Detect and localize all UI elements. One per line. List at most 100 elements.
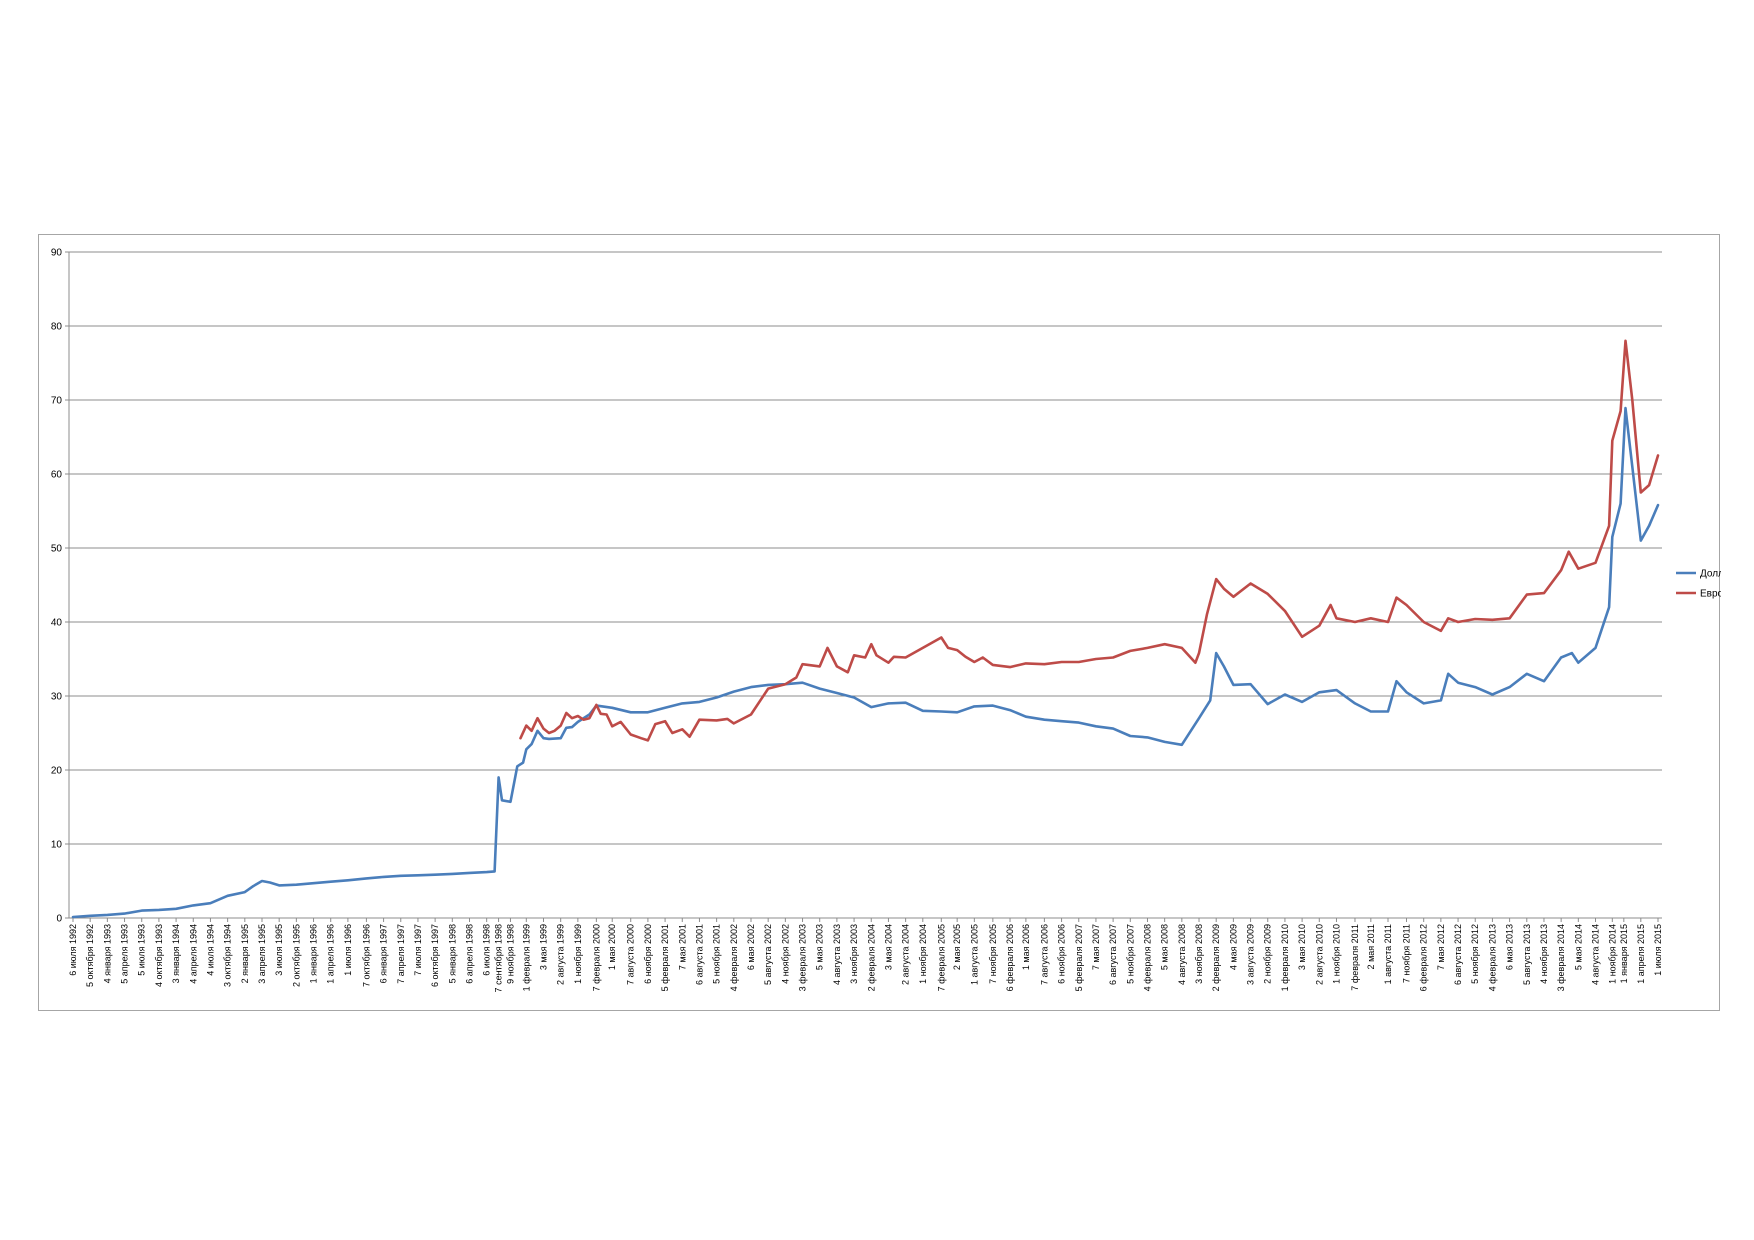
y-axis-ticks: 0 10 20 30 40 50 60 70 80 90 — [51, 248, 63, 925]
x-tick-label: 4 октября 1993 — [154, 924, 164, 987]
x-tick-label: 1 апреля 2015 — [1636, 924, 1646, 984]
x-tick-label: 3 февраля 2014 — [1556, 924, 1566, 991]
x-tick-label: 5 февраля 2001 — [660, 924, 670, 991]
x-tick-label: 3 апреля 1995 — [257, 924, 267, 984]
y-tick-label: 30 — [51, 692, 63, 703]
x-tick-label: 1 мая 2006 — [1021, 924, 1031, 970]
x-tick-label: 7 ноября 2005 — [988, 924, 998, 984]
x-tick-label: 4 августа 2008 — [1177, 924, 1187, 985]
x-tick-label: 4 мая 2009 — [1228, 924, 1238, 970]
x-tick-label: 6 апреля 1998 — [464, 924, 474, 984]
x-tick-label: 1 ноября 2010 — [1331, 924, 1341, 984]
y-tick-label: 40 — [51, 618, 63, 629]
x-tick-label: 1 июля 2015 — [1653, 924, 1663, 976]
x-tick-label: 6 февраля 2006 — [1005, 924, 1015, 991]
x-tick-label: 1 апреля 1996 — [326, 924, 336, 984]
x-tick-label: 7 августа 2000 — [626, 924, 636, 985]
x-tick-label: 6 ноября 2000 — [643, 924, 653, 984]
x-tick-label: 6 августа 2007 — [1108, 924, 1118, 985]
y-tick-label: 70 — [51, 396, 63, 407]
x-tick-label: 7 августа 2006 — [1039, 924, 1049, 985]
x-tick-label: 3 ноября 2003 — [849, 924, 859, 984]
y-tick-label: 60 — [51, 470, 63, 481]
x-tick-label: 7 мая 2012 — [1436, 924, 1446, 970]
y-tick-label: 50 — [51, 544, 63, 555]
x-tick-label: 5 ноября 2001 — [712, 924, 722, 984]
x-tick-label: 5 июля 1993 — [137, 924, 147, 976]
x-tick-label: 7 февраля 2005 — [936, 924, 946, 991]
x-tick-label: 2 января 1995 — [240, 924, 250, 983]
x-tick-label: 1 ноября 2004 — [918, 924, 928, 984]
line-chart: 0 10 20 30 40 50 60 70 80 90 6 июля 1992 5 октября… — [51, 248, 1721, 993]
x-tick-label: 4 ноября 2013 — [1539, 924, 1549, 984]
x-tick-label: 1 августа 2011 — [1383, 924, 1393, 984]
series-lines — [71, 339, 1660, 919]
x-tick-label: 6 октября 1997 — [430, 924, 440, 987]
x-tick-label: 6 ноября 2006 — [1057, 924, 1067, 984]
legend: Доллар Евро — [1676, 569, 1721, 600]
x-tick-label: 2 мая 2011 — [1366, 924, 1376, 969]
x-tick-label: 2 октября 1995 — [291, 924, 301, 987]
x-tick-label: 2 августа 2010 — [1314, 924, 1324, 985]
x-tick-label: 3 июля 1995 — [274, 924, 284, 976]
x-tick-label: 4 февраля 2002 — [729, 924, 739, 991]
chart-frame: 0 10 20 30 40 50 60 70 80 90 6 июля 1992 5 октября… — [38, 234, 1721, 1011]
x-tick-label: 5 февраля 2007 — [1074, 924, 1084, 991]
x-tick-label: 6 мая 2013 — [1505, 924, 1515, 970]
x-tick-label: 4 августа 2003 — [832, 924, 842, 985]
x-tick-label: 7 октября 1996 — [361, 924, 371, 987]
x-tick-label: 3 мая 2004 — [883, 924, 893, 970]
x-tick-label: 4 января 1993 — [102, 924, 112, 983]
x-tick-label: 4 февраля 2013 — [1487, 924, 1497, 991]
x-tick-label: 1 января 1996 — [309, 924, 319, 983]
x-tick-label: 4 февраля 2008 — [1142, 924, 1152, 991]
legend-label: Доллар — [1700, 569, 1721, 580]
x-tick-label: 6 июля 1992 — [68, 924, 78, 976]
x-tick-label: 6 августа 2012 — [1453, 924, 1463, 985]
x-tick-label: 3 января 1994 — [171, 924, 181, 983]
x-tick-label: 7 февраля 2000 — [591, 924, 601, 991]
x-tick-label: 1 января 2015 — [1619, 924, 1629, 983]
x-tick-label: 2 мая 2005 — [952, 924, 962, 970]
x-tick-label: 6 января 1997 — [379, 924, 389, 983]
x-tick-label: 1 августа 2005 — [969, 924, 979, 985]
x-tick-label: 1 ноября 1999 — [573, 924, 583, 984]
x-tick-label: 7 мая 2007 — [1091, 924, 1101, 970]
x-tick-label: 4 апреля 1994 — [188, 924, 198, 984]
x-tick-label: 4 июля 1994 — [205, 924, 215, 976]
x-tick-label: 2 августа 2004 — [901, 924, 911, 985]
x-tick-label: 1 мая 2000 — [607, 924, 617, 970]
x-tick-label: 7 сентября 1998 — [494, 924, 504, 992]
x-tick-label: 5 января 1998 — [447, 924, 457, 983]
x-tick-label: 2 ноября 2009 — [1263, 924, 1273, 984]
x-tick-label: 4 августа 2014 — [1591, 924, 1601, 985]
x-tick-label: 5 апреля 1993 — [120, 924, 130, 984]
x-tick-label: 6 февраля 2012 — [1419, 924, 1429, 991]
x-tick-label: 5 августа 2013 — [1522, 924, 1532, 985]
x-tick-label: 3 августа 2009 — [1246, 924, 1256, 985]
x-tick-label: 5 мая 2014 — [1573, 924, 1583, 970]
x-tick-label: 1 июля 1996 — [343, 924, 353, 976]
x-tick-label: 6 августа 2001 — [694, 924, 704, 985]
x-tick-label: 4 ноября 2002 — [780, 924, 790, 984]
legend-label: Евро — [1700, 589, 1721, 600]
x-tick-label: 1 февраля 2010 — [1280, 924, 1290, 991]
x-tick-label: 3 мая 1999 — [538, 924, 548, 970]
x-tick-label: 3 февраля 2003 — [798, 924, 808, 991]
x-tick-label: 3 октября 1994 — [223, 924, 233, 987]
x-tick-label: 1 февраля 1999 — [521, 924, 531, 991]
series-line-usd — [71, 406, 1660, 919]
x-tick-label: 1 ноября 2014 — [1607, 924, 1617, 984]
x-tick-label: 3 мая 2010 — [1297, 924, 1307, 970]
x-tick-label: 5 мая 2003 — [815, 924, 825, 970]
x-tick-label: 5 мая 2008 — [1160, 924, 1170, 970]
y-tick-label: 20 — [51, 766, 63, 777]
series-line-eur — [519, 339, 1660, 742]
x-tick-label: 7 мая 2001 — [677, 924, 687, 970]
x-tick-label: 5 ноября 2012 — [1470, 924, 1480, 984]
y-tick-label: 0 — [56, 914, 62, 925]
x-tick-label: 9 ноября 1998 — [505, 924, 515, 984]
x-tick-label: 6 мая 2002 — [746, 924, 756, 970]
x-tick-label: 2 февраля 2004 — [866, 924, 876, 991]
x-tick-label: 2 августа 1999 — [556, 924, 566, 985]
